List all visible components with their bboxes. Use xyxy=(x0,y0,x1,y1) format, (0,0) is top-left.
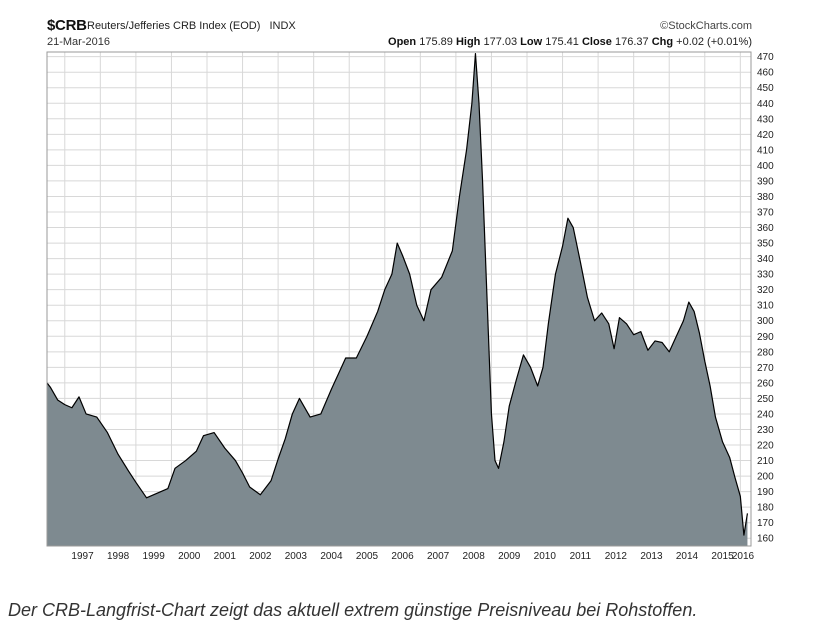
y-tick-label: 240 xyxy=(757,409,774,420)
price-line xyxy=(46,52,749,536)
y-tick-label: 170 xyxy=(757,518,774,529)
x-tick-label: 1998 xyxy=(107,551,130,562)
low-value: 175.41 xyxy=(545,36,579,48)
y-tick-label: 230 xyxy=(757,425,774,436)
x-axis-ticks: 1997 1998 1999 2000 2001 2002 2003 2004 2005 2006… xyxy=(71,551,754,562)
y-tick-label: 160 xyxy=(757,534,774,545)
y-tick-label: 260 xyxy=(757,378,774,389)
price-area-fill xyxy=(47,53,748,546)
y-tick-label: 330 xyxy=(757,270,774,281)
x-tick-label: 2011 xyxy=(570,551,592,562)
y-tick-label: 180 xyxy=(757,503,774,514)
y-tick-label: 470 xyxy=(757,52,774,63)
y-tick-label: 370 xyxy=(757,208,774,219)
x-tick-label: 2009 xyxy=(498,551,521,562)
y-tick-label: 410 xyxy=(757,145,774,156)
y-tick-label: 390 xyxy=(757,176,774,187)
x-tick-label: 2014 xyxy=(676,551,699,562)
open-value: 175.89 xyxy=(419,36,453,48)
y-tick-label: 210 xyxy=(757,456,774,467)
y-tick-label: 310 xyxy=(757,301,774,312)
x-tick-label: 2006 xyxy=(391,551,414,562)
y-tick-label: 360 xyxy=(757,223,774,234)
y-tick-label: 320 xyxy=(757,285,774,296)
x-tick-label: 2008 xyxy=(463,551,486,562)
x-tick-label: 2001 xyxy=(214,551,237,562)
ohlc-readout: Open 175.89 High 177.03 Low 175.41 Close… xyxy=(388,36,752,48)
y-tick-label: 290 xyxy=(757,332,774,343)
x-tick-label: 2007 xyxy=(427,551,450,562)
y-tick-label: 430 xyxy=(757,114,774,125)
close-label: Close xyxy=(581,36,612,48)
chart-date: 21-Mar-2016 xyxy=(47,36,110,48)
open-label: Open xyxy=(388,36,417,48)
chart-caption: Der CRB-Langfrist-Chart zeigt das aktuel… xyxy=(8,600,698,620)
x-tick-label: 1997 xyxy=(71,551,94,562)
x-tick-label: 2003 xyxy=(285,551,308,562)
x-tick-label: 2005 xyxy=(356,551,379,562)
ticker-symbol: $CRB xyxy=(47,17,87,34)
y-tick-label: 300 xyxy=(757,316,774,327)
price-area xyxy=(46,52,749,546)
high-label: High xyxy=(455,36,481,48)
x-tick-label: 2010 xyxy=(534,551,557,562)
x-tick-label: 1999 xyxy=(143,551,166,562)
y-tick-label: 250 xyxy=(757,394,774,405)
x-tick-label: 2012 xyxy=(605,551,628,562)
x-tick-label: 2015 xyxy=(711,551,734,562)
y-tick-label: 440 xyxy=(757,99,774,110)
y-axis-ticks: 470 460 450 440 430 420 410 400 390 380 370 360 350 3… xyxy=(757,52,774,545)
y-tick-label: 380 xyxy=(757,192,774,203)
y-tick-label: 220 xyxy=(757,441,774,452)
x-tick-label: 2002 xyxy=(249,551,272,562)
y-tick-label: 270 xyxy=(757,363,774,374)
plot-border xyxy=(46,51,752,547)
close-value: 176.37 xyxy=(614,36,649,48)
index-name: Reuters/Jefferies CRB Index (EOD) INDX xyxy=(87,20,296,32)
x-tick-label: 2016 xyxy=(732,551,755,562)
y-tick-label: 340 xyxy=(757,254,774,265)
x-tick-label: 2013 xyxy=(640,551,663,562)
stockcharts-brand: ©StockCharts.com xyxy=(660,20,752,32)
exchange-label: INDX xyxy=(269,20,296,32)
y-tick-label: 190 xyxy=(757,487,774,498)
y-tick-label: 450 xyxy=(757,83,774,94)
high-value: 177.03 xyxy=(483,36,518,48)
x-tick-label: 2000 xyxy=(178,551,201,562)
low-label: Low xyxy=(520,36,543,48)
y-tick-label: 280 xyxy=(757,347,774,358)
chg-label: Chg xyxy=(651,36,674,48)
y-tick-label: 350 xyxy=(757,239,774,250)
y-tick-label: 400 xyxy=(757,161,774,172)
y-tick-label: 420 xyxy=(757,130,774,141)
chg-value: +0.02 (+0.01%) xyxy=(676,36,752,48)
x-tick-label: 2004 xyxy=(320,551,343,562)
y-tick-label: 460 xyxy=(757,68,774,79)
index-name-text: Reuters/Jefferies CRB Index (EOD) xyxy=(87,20,261,32)
y-tick-label: 200 xyxy=(757,472,774,483)
